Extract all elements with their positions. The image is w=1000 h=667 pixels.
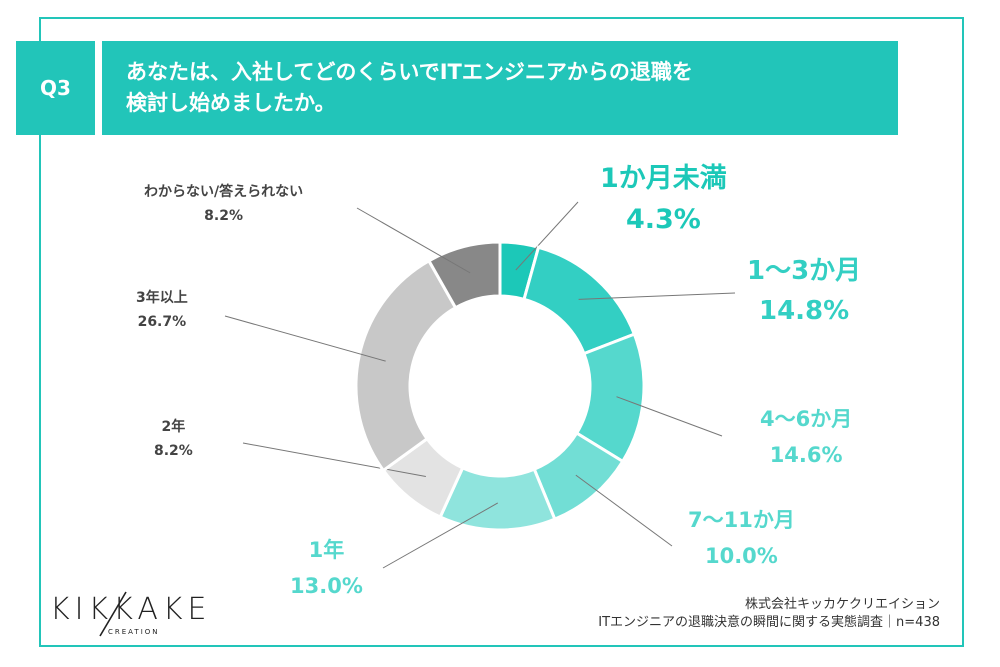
leader-line-1-3-months bbox=[578, 292, 736, 300]
leader-line-1-year bbox=[382, 502, 499, 569]
label-2-years: 2年 8.2% bbox=[154, 419, 193, 459]
logo-wordmark: KIKKAKE bbox=[50, 592, 212, 627]
kikkake-logo: KIKKAKE CREATION bbox=[50, 590, 220, 640]
label-1-year: 1年 13.0% bbox=[290, 538, 363, 598]
slice-3-years-plus bbox=[354, 258, 458, 473]
credit-block: 株式会社キッカケクリエイション ITエンジニアの退職決意の瞬間に関する実態調査｜… bbox=[598, 596, 940, 632]
label-1-3-months: 1〜3か月 14.8% bbox=[747, 256, 862, 326]
logo-subtitle: CREATION bbox=[108, 628, 160, 636]
slice-dont-know bbox=[426, 240, 502, 310]
leader-line-7-11-months bbox=[575, 474, 673, 547]
logo-slash-icon bbox=[99, 591, 127, 637]
leader-line-2-years bbox=[242, 442, 426, 478]
label-under-1-month: 1か月未満 4.3% bbox=[600, 163, 727, 235]
slice-1-3-months bbox=[522, 245, 637, 356]
leader-line-under-1-month bbox=[515, 201, 579, 271]
label-dont-know: わからない/答えられない 8.2% bbox=[144, 184, 304, 224]
question-number-badge: Q3 bbox=[16, 41, 95, 135]
label-4-6-months: 4〜6か月 14.6% bbox=[760, 407, 853, 467]
question-title: あなたは、入社してどのくらいでITエンジニアからの退職を 検討し始めましたか。 bbox=[102, 41, 898, 135]
leader-line-3-years-plus bbox=[224, 315, 386, 362]
label-3-years-plus: 3年以上 26.7% bbox=[136, 290, 188, 330]
chart-frame bbox=[39, 17, 964, 647]
credit-company: 株式会社キッカケクリエイション bbox=[744, 597, 940, 612]
label-7-11-months: 7〜11か月 10.0% bbox=[688, 508, 795, 568]
leader-line-4-6-months bbox=[616, 396, 723, 437]
leader-line-dont-know bbox=[356, 207, 471, 274]
credit-survey: ITエンジニアの退職決意の瞬間に関する実態調査｜n=438 bbox=[598, 615, 940, 630]
